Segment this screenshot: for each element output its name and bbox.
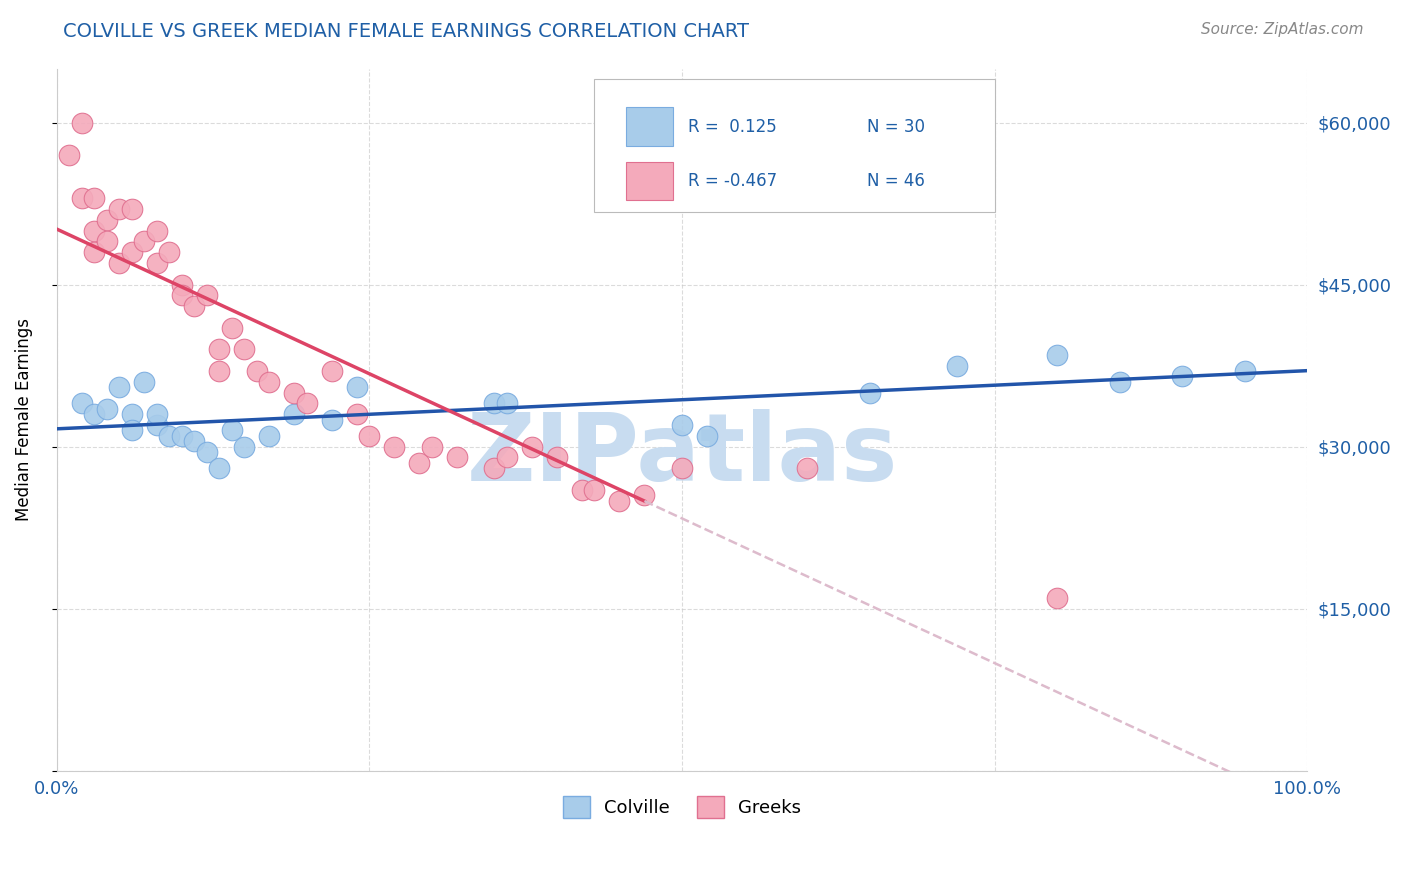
- Point: [108, 256, 131, 270]
- FancyBboxPatch shape: [626, 161, 673, 200]
- Point: [208, 364, 231, 378]
- Point: [58, 148, 80, 162]
- Point: [257, 429, 280, 443]
- Point: [446, 450, 468, 465]
- Point: [121, 424, 143, 438]
- Point: [108, 202, 131, 216]
- Point: [796, 461, 818, 475]
- Point: [70, 115, 93, 129]
- Point: [408, 456, 430, 470]
- Text: Source: ZipAtlas.com: Source: ZipAtlas.com: [1201, 22, 1364, 37]
- Point: [420, 440, 443, 454]
- Point: [257, 375, 280, 389]
- Point: [108, 380, 131, 394]
- Point: [583, 483, 606, 497]
- Point: [609, 493, 631, 508]
- Point: [96, 212, 118, 227]
- Point: [321, 412, 343, 426]
- Text: COLVILLE VS GREEK MEDIAN FEMALE EARNINGS CORRELATION CHART: COLVILLE VS GREEK MEDIAN FEMALE EARNINGS…: [63, 22, 749, 41]
- Point: [233, 343, 256, 357]
- Point: [1171, 369, 1194, 384]
- Point: [96, 401, 118, 416]
- Point: [520, 440, 543, 454]
- Text: N = 46: N = 46: [868, 172, 925, 190]
- Point: [195, 445, 218, 459]
- Point: [283, 385, 305, 400]
- Point: [346, 407, 368, 421]
- Point: [233, 440, 256, 454]
- Point: [495, 396, 517, 410]
- Point: [671, 461, 693, 475]
- Point: [170, 429, 193, 443]
- Point: [70, 191, 93, 205]
- Point: [546, 450, 568, 465]
- Y-axis label: Median Female Earnings: Median Female Earnings: [15, 318, 32, 521]
- Point: [359, 429, 381, 443]
- Point: [495, 450, 517, 465]
- Point: [96, 235, 118, 249]
- FancyBboxPatch shape: [626, 108, 673, 146]
- FancyBboxPatch shape: [595, 79, 994, 212]
- Point: [183, 299, 205, 313]
- Legend: Colville, Greeks: Colville, Greeks: [555, 789, 808, 825]
- Point: [1233, 364, 1256, 378]
- Point: [134, 375, 156, 389]
- Point: [145, 223, 167, 237]
- Point: [157, 245, 180, 260]
- Point: [671, 417, 693, 432]
- Point: [145, 407, 167, 421]
- Point: [121, 202, 143, 216]
- Point: [134, 235, 156, 249]
- Point: [83, 407, 105, 421]
- Point: [195, 288, 218, 302]
- Point: [295, 396, 318, 410]
- Point: [183, 434, 205, 449]
- Point: [571, 483, 593, 497]
- Point: [121, 407, 143, 421]
- Point: [121, 245, 143, 260]
- Point: [83, 245, 105, 260]
- Point: [70, 396, 93, 410]
- Point: [858, 385, 880, 400]
- Text: R =  0.125: R = 0.125: [688, 118, 778, 136]
- Point: [484, 396, 506, 410]
- Point: [346, 380, 368, 394]
- Point: [145, 256, 167, 270]
- Point: [83, 191, 105, 205]
- Point: [170, 277, 193, 292]
- Point: [946, 359, 969, 373]
- Text: N = 30: N = 30: [868, 118, 925, 136]
- Point: [208, 343, 231, 357]
- Point: [145, 417, 167, 432]
- Point: [221, 320, 243, 334]
- Point: [1108, 375, 1130, 389]
- Point: [696, 429, 718, 443]
- Point: [283, 407, 305, 421]
- Point: [83, 223, 105, 237]
- Point: [246, 364, 269, 378]
- Point: [170, 288, 193, 302]
- Point: [157, 429, 180, 443]
- Point: [321, 364, 343, 378]
- Point: [484, 461, 506, 475]
- Point: [208, 461, 231, 475]
- Text: R = -0.467: R = -0.467: [688, 172, 778, 190]
- Point: [1046, 591, 1069, 605]
- Point: [221, 424, 243, 438]
- Point: [633, 488, 655, 502]
- Point: [1046, 348, 1069, 362]
- Text: ZIPatlas: ZIPatlas: [467, 409, 897, 500]
- Point: [382, 440, 405, 454]
